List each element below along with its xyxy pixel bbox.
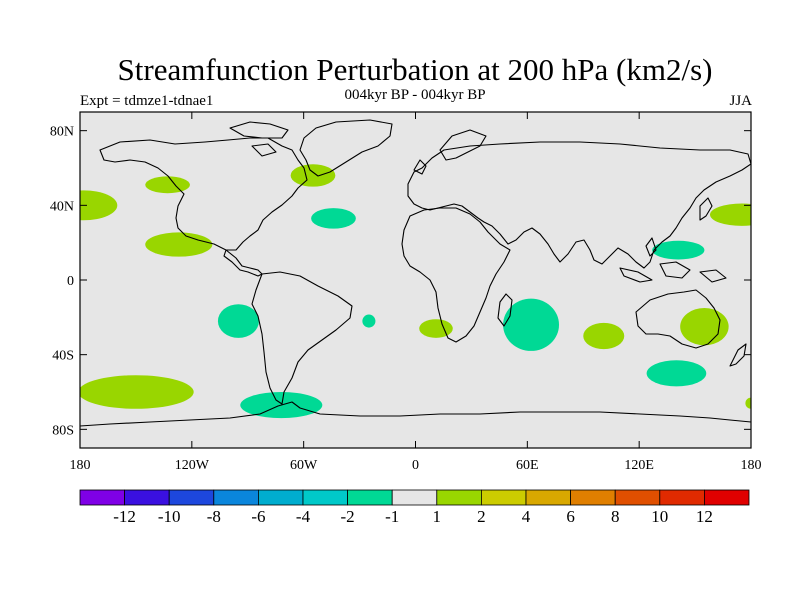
positive-anomaly-16 <box>745 397 751 409</box>
positive-anomaly-3 <box>290 164 336 187</box>
colorbar-label: 12 <box>696 507 713 526</box>
colorbar-label: 10 <box>651 507 668 526</box>
positive-anomaly-9 <box>583 322 625 350</box>
positive-anomaly-14 <box>80 375 194 409</box>
experiment-label: Expt = tdmze1-tdnae1 <box>80 93 214 109</box>
colorbar-swatch <box>213 489 259 506</box>
coastline-antarctica <box>80 401 751 427</box>
colorbar-label: -1 <box>385 507 399 526</box>
colorbar-swatch <box>659 489 705 506</box>
x-tick-label: 120W <box>175 458 210 473</box>
negative-anomaly-13 <box>646 360 707 387</box>
colorbar-swatch <box>124 489 170 506</box>
colorbar-swatch <box>525 489 571 506</box>
anomaly-layer <box>80 164 751 419</box>
season-label: JJA <box>729 93 752 109</box>
coastlines <box>80 119 751 427</box>
colorbar-swatch <box>614 489 661 506</box>
chart-title: Streamfunction Perturbation at 200 hPa (… <box>117 52 713 87</box>
x-tick-label: 120E <box>624 458 654 473</box>
coastline-indonesia <box>619 237 727 283</box>
chart-subtitle: 004kyr BP - 004kyr BP <box>344 87 486 103</box>
axis-layer: 80N 40N 0 40S 80S 180 120W 60W 0 60E 120E 180 <box>50 112 762 473</box>
colorbar-label: -12 <box>113 507 136 526</box>
x-tick-label: 180 <box>741 458 762 473</box>
colorbar-label: -6 <box>251 507 265 526</box>
coastline-central-america <box>223 249 263 277</box>
coastline-japan <box>699 197 713 221</box>
positive-anomaly-11 <box>710 203 751 226</box>
colorbar-swatch <box>480 489 527 506</box>
coastline-south-america <box>251 271 353 405</box>
coastline-africa <box>401 207 511 343</box>
coastline-australia <box>635 289 721 349</box>
colorbar-swatch <box>257 489 304 506</box>
coastline-north-america <box>99 137 308 251</box>
colorbar-swatch <box>302 489 348 506</box>
x-tick-label: 60E <box>516 458 539 473</box>
positive-anomaly-1 <box>145 176 190 194</box>
colorbar-label: 1 <box>433 507 442 526</box>
colorbar-swatch <box>570 489 616 506</box>
colorbar-swatch <box>704 489 750 506</box>
y-tick-label: 0 <box>67 274 74 289</box>
colorbar-label: -10 <box>158 507 181 526</box>
colorbar-label: -4 <box>296 507 311 526</box>
x-tick-label: 0 <box>412 458 419 473</box>
negative-anomaly-4 <box>311 208 356 229</box>
colorbar-label: 8 <box>611 507 620 526</box>
x-tick-label: 180 <box>70 458 91 473</box>
colorbar: -12 -10 -8 -6 -4 -2 -1 1 2 4 6 8 10 12 <box>79 489 750 526</box>
x-tick-label: 60W <box>290 458 318 473</box>
negative-anomaly-5 <box>217 304 259 338</box>
colorbar-swatch <box>168 489 215 506</box>
coastline-new-zealand <box>729 343 747 367</box>
colorbar-label: 6 <box>566 507 575 526</box>
positive-anomaly-2 <box>145 232 213 257</box>
negative-anomaly-8 <box>503 298 560 351</box>
coastline-madagascar <box>497 293 513 327</box>
colorbar-swatch <box>79 489 125 506</box>
y-tick-label: 80S <box>52 423 74 438</box>
colorbar-swatch <box>391 489 438 506</box>
positive-anomaly-0 <box>80 190 118 221</box>
colorbar-label: 2 <box>477 507 486 526</box>
positive-anomaly-7 <box>419 319 453 338</box>
y-tick-label: 40N <box>50 199 74 214</box>
positive-anomaly-12 <box>680 308 729 346</box>
colorbar-label: -2 <box>341 507 355 526</box>
coastline-eurasia <box>407 141 751 269</box>
y-tick-label: 80N <box>50 125 74 140</box>
negative-anomaly-10 <box>652 240 705 260</box>
colorbar-label: -8 <box>207 507 221 526</box>
colorbar-label: 4 <box>522 507 531 526</box>
y-tick-label: 40S <box>52 349 74 364</box>
coastline-scandinavia <box>413 129 487 175</box>
negative-anomaly-6 <box>362 314 376 328</box>
coastline-greenland <box>299 119 393 177</box>
colorbar-swatch <box>347 489 393 506</box>
colorbar-swatch <box>436 489 482 506</box>
coastline-arctic-islands <box>229 121 289 157</box>
